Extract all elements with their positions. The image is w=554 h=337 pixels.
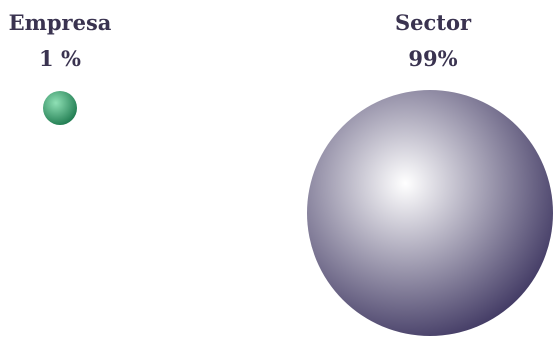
bubble-group-sector: Sector 99% [307, 10, 553, 336]
bubble-group-empresa: Empresa 1 % [9, 10, 112, 125]
value-label-sector: 99% [408, 46, 457, 71]
value-label-empresa: 1 % [39, 46, 81, 71]
category-label-sector: Sector [395, 10, 472, 35]
category-label-empresa: Empresa [9, 10, 112, 35]
bubble-sector [307, 90, 553, 336]
bubble-empresa [43, 91, 77, 125]
